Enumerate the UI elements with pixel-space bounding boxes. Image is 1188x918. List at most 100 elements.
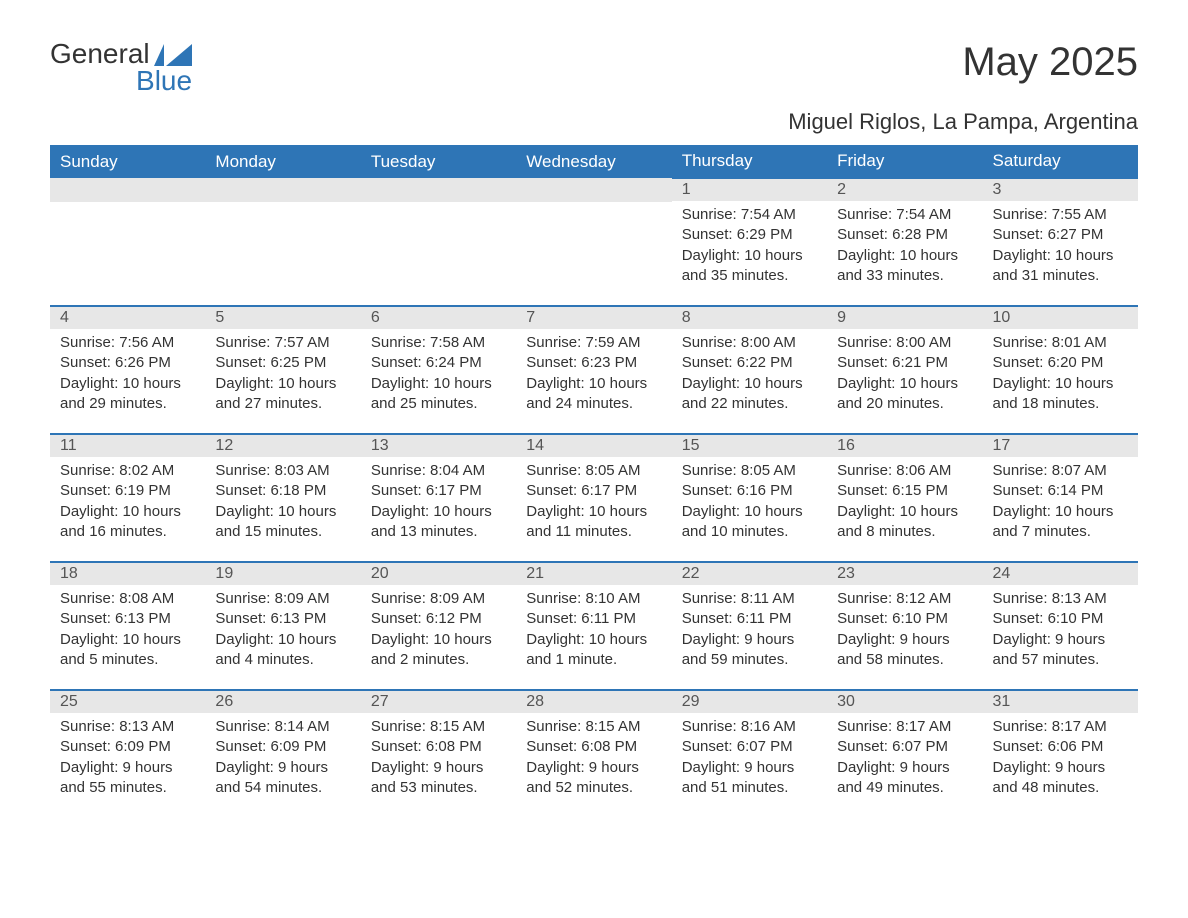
sunrise-line: Sunrise: 8:09 AM [215,589,350,609]
sunrise-line: Sunrise: 7:57 AM [215,333,350,353]
daylight-line: Daylight: 10 hours and 5 minutes. [60,630,195,671]
day-number: 31 [983,691,1138,713]
calendar-cell: 9Sunrise: 8:00 AMSunset: 6:21 PMDaylight… [827,306,982,434]
day-number: 14 [516,435,671,457]
calendar-cell: 14Sunrise: 8:05 AMSunset: 6:17 PMDayligh… [516,434,671,562]
daylight-line: Daylight: 10 hours and 11 minutes. [526,502,661,543]
day-body: Sunrise: 7:57 AMSunset: 6:25 PMDaylight:… [205,329,360,420]
calendar-cell: 27Sunrise: 8:15 AMSunset: 6:08 PMDayligh… [361,690,516,818]
daylight-line: Daylight: 9 hours and 53 minutes. [371,758,506,799]
sunset-line: Sunset: 6:09 PM [215,737,350,757]
calendar-cell: 23Sunrise: 8:12 AMSunset: 6:10 PMDayligh… [827,562,982,690]
weekday-header: Friday [827,145,982,178]
sunset-line: Sunset: 6:08 PM [526,737,661,757]
daylight-line: Daylight: 10 hours and 22 minutes. [682,374,817,415]
weekday-header: Thursday [672,145,827,178]
calendar-cell: 8Sunrise: 8:00 AMSunset: 6:22 PMDaylight… [672,306,827,434]
sunrise-line: Sunrise: 7:54 AM [837,205,972,225]
sunrise-line: Sunrise: 8:10 AM [526,589,661,609]
day-number: 17 [983,435,1138,457]
empty-daynum [516,178,671,202]
daylight-line: Daylight: 10 hours and 10 minutes. [682,502,817,543]
calendar-week-row: 4Sunrise: 7:56 AMSunset: 6:26 PMDaylight… [50,306,1138,434]
sunrise-line: Sunrise: 8:15 AM [526,717,661,737]
sunrise-line: Sunrise: 8:13 AM [60,717,195,737]
daylight-line: Daylight: 10 hours and 33 minutes. [837,246,972,287]
calendar-week-row: 11Sunrise: 8:02 AMSunset: 6:19 PMDayligh… [50,434,1138,562]
sunrise-line: Sunrise: 7:59 AM [526,333,661,353]
sunset-line: Sunset: 6:23 PM [526,353,661,373]
daylight-line: Daylight: 10 hours and 8 minutes. [837,502,972,543]
calendar-cell: 11Sunrise: 8:02 AMSunset: 6:19 PMDayligh… [50,434,205,562]
sunset-line: Sunset: 6:17 PM [371,481,506,501]
sunset-line: Sunset: 6:21 PM [837,353,972,373]
calendar-cell: 20Sunrise: 8:09 AMSunset: 6:12 PMDayligh… [361,562,516,690]
calendar-cell: 5Sunrise: 7:57 AMSunset: 6:25 PMDaylight… [205,306,360,434]
calendar-cell: 12Sunrise: 8:03 AMSunset: 6:18 PMDayligh… [205,434,360,562]
day-body: Sunrise: 8:11 AMSunset: 6:11 PMDaylight:… [672,585,827,676]
weekday-header: Wednesday [516,145,671,178]
calendar-week-row: 18Sunrise: 8:08 AMSunset: 6:13 PMDayligh… [50,562,1138,690]
day-number: 15 [672,435,827,457]
day-number: 21 [516,563,671,585]
daylight-line: Daylight: 10 hours and 13 minutes. [371,502,506,543]
daylight-line: Daylight: 10 hours and 35 minutes. [682,246,817,287]
sunset-line: Sunset: 6:13 PM [60,609,195,629]
sunrise-line: Sunrise: 8:08 AM [60,589,195,609]
day-number: 3 [983,179,1138,201]
daylight-line: Daylight: 9 hours and 59 minutes. [682,630,817,671]
sunset-line: Sunset: 6:12 PM [371,609,506,629]
day-body: Sunrise: 8:05 AMSunset: 6:17 PMDaylight:… [516,457,671,548]
day-body: Sunrise: 8:00 AMSunset: 6:22 PMDaylight:… [672,329,827,420]
daylight-line: Daylight: 10 hours and 4 minutes. [215,630,350,671]
day-number: 23 [827,563,982,585]
calendar-cell: 6Sunrise: 7:58 AMSunset: 6:24 PMDaylight… [361,306,516,434]
day-body: Sunrise: 8:09 AMSunset: 6:12 PMDaylight:… [361,585,516,676]
day-body: Sunrise: 8:05 AMSunset: 6:16 PMDaylight:… [672,457,827,548]
calendar-cell: 25Sunrise: 8:13 AMSunset: 6:09 PMDayligh… [50,690,205,818]
sunset-line: Sunset: 6:26 PM [60,353,195,373]
sunrise-line: Sunrise: 7:54 AM [682,205,817,225]
calendar-cell: 31Sunrise: 8:17 AMSunset: 6:06 PMDayligh… [983,690,1138,818]
day-number: 10 [983,307,1138,329]
daylight-line: Daylight: 10 hours and 2 minutes. [371,630,506,671]
day-number: 5 [205,307,360,329]
title-block: May 2025 [962,40,1138,85]
header: General Blue May 2025 [50,40,1138,95]
weekday-header: Saturday [983,145,1138,178]
calendar-week-row: 1Sunrise: 7:54 AMSunset: 6:29 PMDaylight… [50,178,1138,306]
calendar-cell: 24Sunrise: 8:13 AMSunset: 6:10 PMDayligh… [983,562,1138,690]
day-number: 27 [361,691,516,713]
sunset-line: Sunset: 6:19 PM [60,481,195,501]
day-number: 2 [827,179,982,201]
daylight-line: Daylight: 10 hours and 1 minute. [526,630,661,671]
day-number: 24 [983,563,1138,585]
sunrise-line: Sunrise: 8:17 AM [993,717,1128,737]
calendar-cell: 22Sunrise: 8:11 AMSunset: 6:11 PMDayligh… [672,562,827,690]
day-number: 16 [827,435,982,457]
day-number: 25 [50,691,205,713]
day-body: Sunrise: 8:01 AMSunset: 6:20 PMDaylight:… [983,329,1138,420]
day-body: Sunrise: 8:07 AMSunset: 6:14 PMDaylight:… [983,457,1138,548]
calendar-cell: 3Sunrise: 7:55 AMSunset: 6:27 PMDaylight… [983,178,1138,306]
calendar-table: SundayMondayTuesdayWednesdayThursdayFrid… [50,145,1138,818]
day-number: 12 [205,435,360,457]
sunset-line: Sunset: 6:07 PM [837,737,972,757]
calendar-cell: 7Sunrise: 7:59 AMSunset: 6:23 PMDaylight… [516,306,671,434]
sunset-line: Sunset: 6:11 PM [526,609,661,629]
sunrise-line: Sunrise: 8:00 AM [837,333,972,353]
empty-daynum [50,178,205,202]
sunrise-line: Sunrise: 8:14 AM [215,717,350,737]
day-body: Sunrise: 8:02 AMSunset: 6:19 PMDaylight:… [50,457,205,548]
sunrise-line: Sunrise: 8:03 AM [215,461,350,481]
daylight-line: Daylight: 10 hours and 18 minutes. [993,374,1128,415]
calendar-cell: 4Sunrise: 7:56 AMSunset: 6:26 PMDaylight… [50,306,205,434]
sunset-line: Sunset: 6:28 PM [837,225,972,245]
daylight-line: Daylight: 9 hours and 54 minutes. [215,758,350,799]
day-body: Sunrise: 8:10 AMSunset: 6:11 PMDaylight:… [516,585,671,676]
daylight-line: Daylight: 9 hours and 51 minutes. [682,758,817,799]
sunset-line: Sunset: 6:17 PM [526,481,661,501]
sunrise-line: Sunrise: 7:58 AM [371,333,506,353]
day-body: Sunrise: 8:15 AMSunset: 6:08 PMDaylight:… [361,713,516,804]
sunrise-line: Sunrise: 7:56 AM [60,333,195,353]
